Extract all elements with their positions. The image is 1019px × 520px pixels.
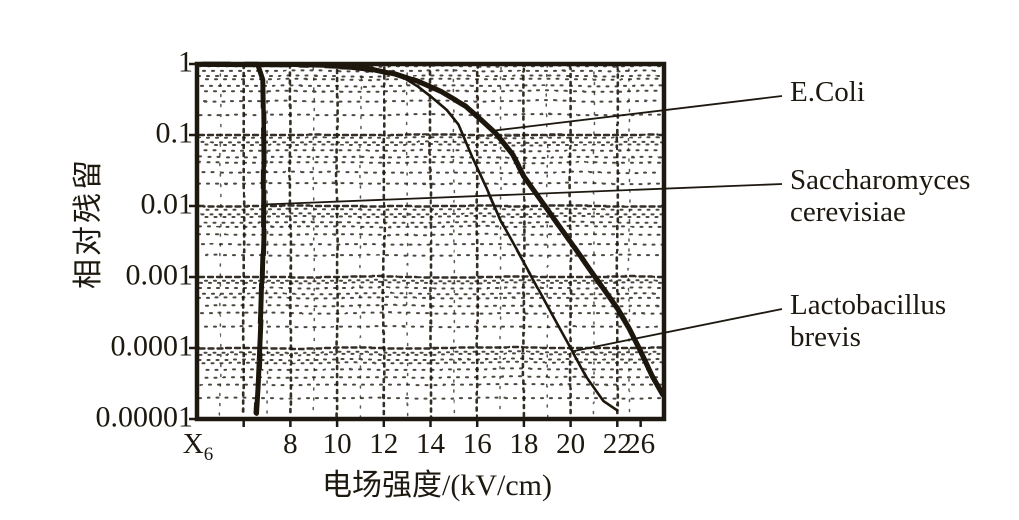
legend-label-line: cerevisiae: [790, 196, 906, 228]
curve-lactobacillus-brevis: [340, 63, 619, 412]
x-tick-label: 12: [369, 428, 399, 460]
legend-pointer-line: [493, 95, 783, 132]
x-axis-title: 电场强度/(kV/cm): [322, 469, 552, 502]
x-corner-label: X6: [182, 428, 214, 465]
legend-label-line: Saccharomyces: [790, 164, 971, 196]
series-curves: [199, 61, 666, 416]
x-tick-label: 8: [283, 428, 298, 460]
legend-entry-e-coli: E.Coli: [790, 76, 865, 108]
legend-label-line: E.Coli: [790, 76, 865, 108]
legend-entry-lactobacillus: Lactobacillus brevis: [790, 289, 946, 353]
x-tick-label: 26: [626, 428, 656, 460]
curve-saccharomyces-cerevisiae: [201, 61, 267, 416]
x-tick-label: 20: [556, 428, 586, 460]
curve-e-coli: [199, 61, 666, 398]
x-tick-label: 14: [416, 428, 445, 460]
y-tick-label: 1: [178, 45, 193, 79]
y-tick-label: 0.001: [125, 258, 194, 292]
y-axis-title: 相对残留: [72, 157, 105, 289]
y-tick-label: 0.01: [140, 187, 194, 221]
y-tick-label: 0.0001: [110, 329, 194, 363]
x-tick-label: 16: [462, 428, 492, 460]
x-tick-label: 22: [602, 428, 632, 460]
legend-pointer-line: [263, 183, 783, 206]
y-tick-label: 0.1: [155, 116, 194, 150]
legend-entry-saccharomyces: Saccharomyces cerevisiae: [790, 164, 970, 228]
x-tick-label: 10: [322, 428, 352, 460]
legend-pointer-line: [572, 308, 783, 353]
x-tick-label: 18: [509, 428, 539, 460]
legend-label-line: Lactobacillus: [790, 289, 947, 321]
y-tick-label: 0.00001: [95, 400, 194, 434]
legend-label-line: brevis: [790, 321, 861, 353]
gridlines: [197, 64, 664, 419]
